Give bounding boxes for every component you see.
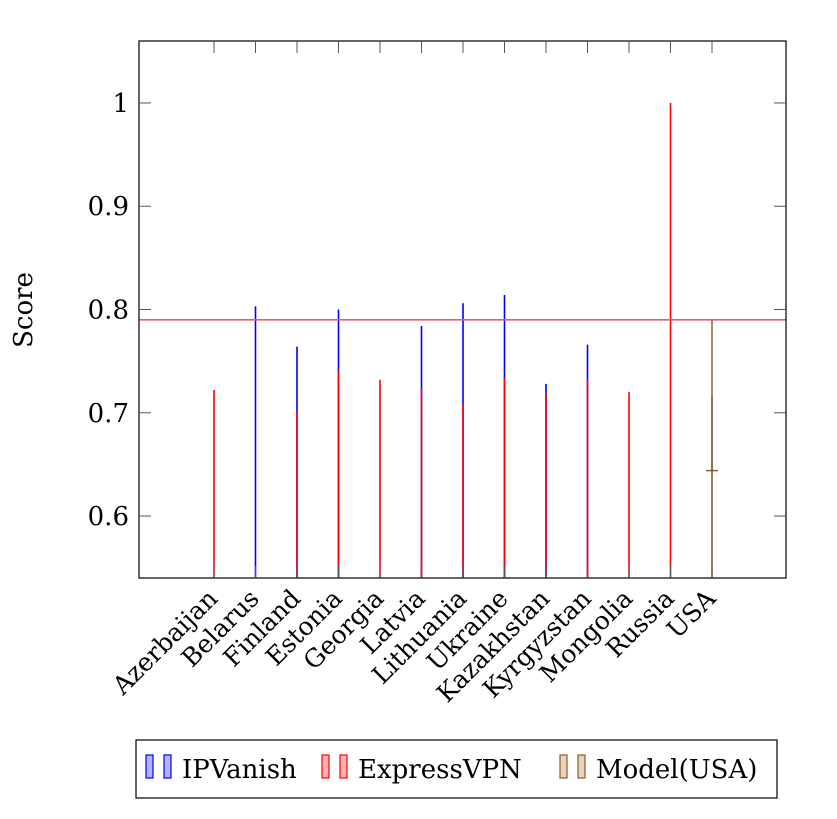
y-tick-label-0.6: 0.6 bbox=[88, 502, 129, 532]
axis-labels: 0.60.70.80.91AzerbaijanBelarusFinlandEst… bbox=[88, 89, 722, 708]
axes bbox=[138, 40, 787, 579]
legend-box bbox=[135, 739, 778, 799]
legend-swatch bbox=[339, 754, 348, 779]
legend-swatch bbox=[321, 754, 330, 779]
legend-label: Model(USA) bbox=[596, 755, 757, 785]
y-tick-label-0.7: 0.7 bbox=[88, 399, 129, 429]
x-tick-label-usa: USA bbox=[661, 583, 722, 644]
legend-swatch bbox=[559, 754, 568, 779]
y-tick-label-1: 1 bbox=[112, 89, 129, 119]
plot-area bbox=[139, 102, 786, 578]
legend-swatch bbox=[145, 754, 154, 779]
legend-label: IPVanish bbox=[182, 755, 297, 785]
legend-swatch bbox=[163, 754, 172, 779]
legend-swatch bbox=[577, 754, 586, 779]
y-axis-title: Score bbox=[9, 272, 39, 348]
legend-entry-ipvanish: IPVanish bbox=[145, 754, 297, 785]
legend-entry-modelusa: Model(USA) bbox=[559, 754, 757, 785]
legend-entry-expressvpn: ExpressVPN bbox=[321, 754, 522, 785]
legend: IPVanish ExpressVPN Model(USA) bbox=[135, 739, 778, 799]
y-tick-label-0.9: 0.9 bbox=[88, 192, 129, 222]
legend-label: ExpressVPN bbox=[358, 755, 522, 785]
y-tick-label-0.8: 0.8 bbox=[88, 296, 129, 326]
